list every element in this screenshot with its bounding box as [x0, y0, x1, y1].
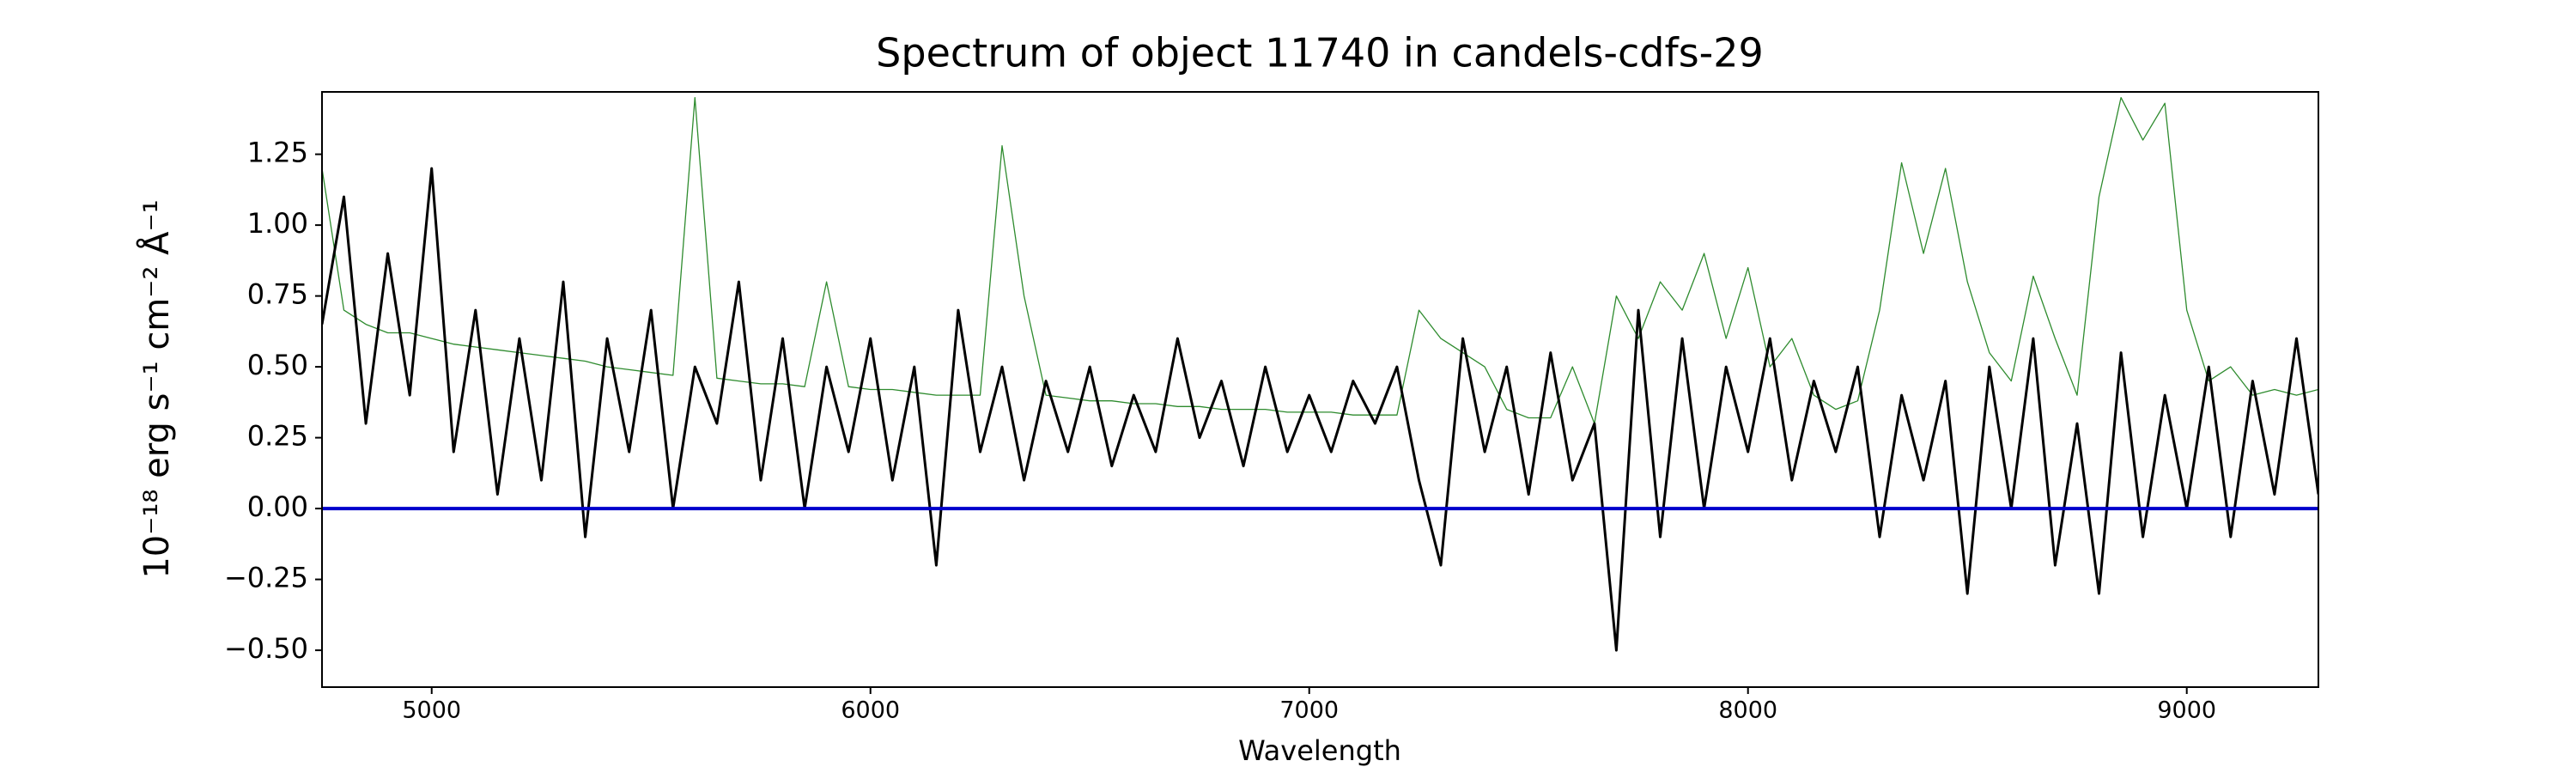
y-tick-label: 0.00 [247, 490, 308, 523]
x-axis-label: Wavelength [1238, 734, 1401, 767]
spectrum-line [322, 167, 2318, 652]
y-tick-label: −0.25 [224, 562, 308, 594]
x-tick-label: 9000 [2157, 697, 2216, 724]
x-tick-label: 8000 [1718, 697, 1777, 724]
plot-frame [321, 91, 2319, 688]
x-tick-label: 5000 [402, 697, 461, 724]
y-tick-label: 0.25 [247, 420, 308, 453]
x-tick-label: 6000 [841, 697, 900, 724]
y-tick-label: 1.25 [247, 137, 308, 169]
y-tick-label: −0.50 [224, 632, 308, 665]
chart-title: Spectrum of object 11740 in candels-cdfs… [876, 30, 1764, 76]
y-tick-label: 1.00 [247, 207, 308, 240]
y-tick-label: 0.75 [247, 278, 308, 311]
x-tick-label: 7000 [1279, 697, 1339, 724]
y-axis-label: 10⁻¹⁸ erg s⁻¹ cm⁻² Å⁻¹ [136, 199, 177, 578]
spectrum-line [322, 96, 2318, 424]
plot-area [322, 96, 2318, 652]
y-tick-label: 0.50 [247, 349, 308, 381]
